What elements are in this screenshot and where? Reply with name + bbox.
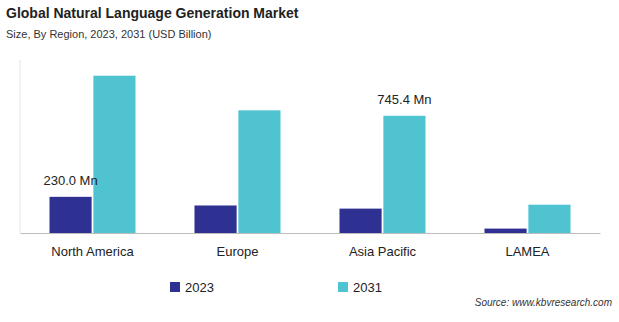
bar: [340, 209, 382, 233]
x-axis-line: [21, 233, 601, 234]
bar: [485, 229, 527, 233]
legend-swatch: [170, 282, 180, 292]
bar: [528, 205, 570, 233]
title: Global Natural Language Generation Marke…: [6, 5, 299, 21]
bars: [50, 76, 571, 233]
annotation: 230.0 Mn: [43, 173, 97, 188]
tick: North America: [51, 233, 134, 259]
tick: Europe: [217, 233, 259, 259]
tick-label: Asia Pacific: [349, 244, 417, 259]
bar: [195, 205, 237, 233]
tick-label: North America: [51, 244, 134, 259]
x-axis: North America Europe Asia Pacific LAMEA: [21, 233, 601, 259]
annotation: 745.4 Mn: [377, 92, 431, 107]
subtitle: Size, By Region, 2023, 2031 (USD Billion…: [6, 28, 211, 40]
legend-swatch: [338, 282, 348, 292]
tick-label: Europe: [217, 244, 259, 259]
source: Source: www.kbvresearch.com: [475, 297, 612, 308]
y-axis-line: [20, 60, 21, 233]
chart: Global Natural Language Generation Marke…: [0, 0, 619, 322]
bar: [93, 76, 135, 233]
tick: Asia Pacific: [349, 233, 417, 259]
bar: [238, 110, 280, 233]
bar: [50, 197, 92, 233]
legend: 2023 2031: [170, 280, 382, 295]
legend-label: 2023: [185, 280, 214, 295]
bar: [383, 116, 425, 233]
tick: LAMEA: [505, 233, 549, 259]
tick-label: LAMEA: [505, 244, 549, 259]
legend-label: 2031: [353, 280, 382, 295]
